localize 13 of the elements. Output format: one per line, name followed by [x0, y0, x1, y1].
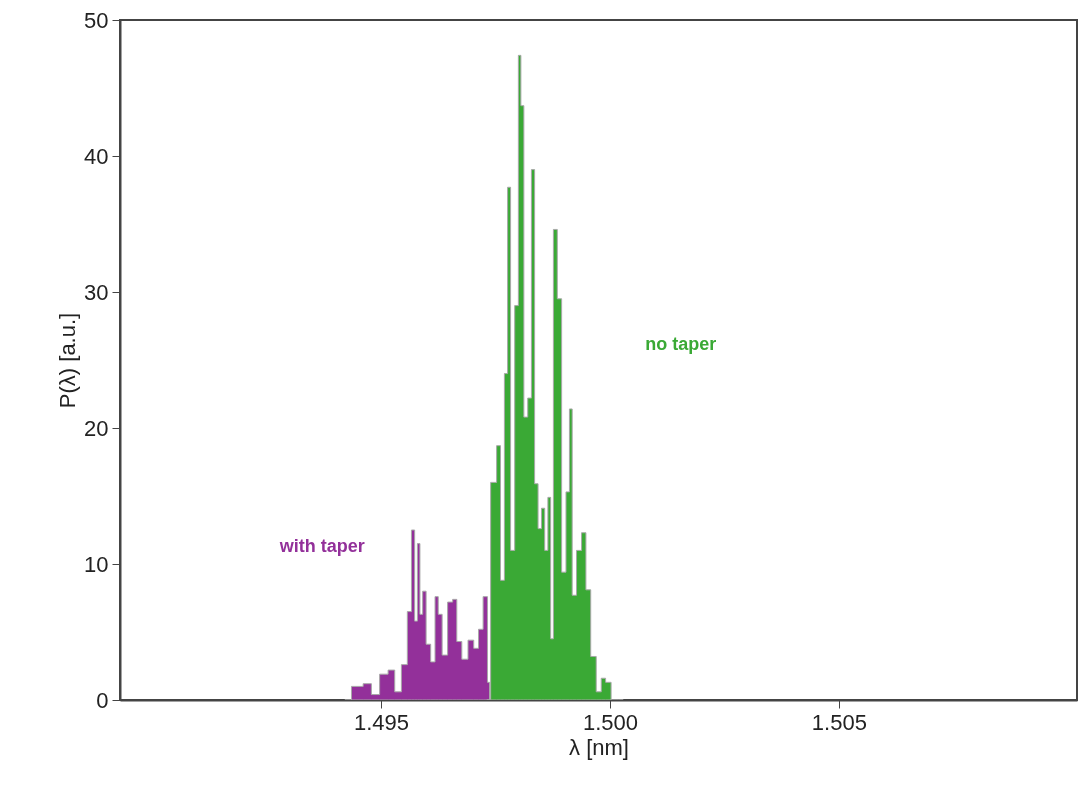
x-axis-title: λ [nm]: [569, 734, 629, 760]
text: no taper: [645, 334, 717, 355]
text: with taper: [278, 536, 365, 556]
y-axis-title: P(λ) [a.u.]: [55, 312, 81, 409]
y-tick-label: 40: [84, 143, 109, 169]
y-tick-label: 20: [84, 415, 109, 441]
y-tick-label: 0: [96, 687, 109, 713]
x-tick-label: 1.495: [353, 709, 410, 735]
y-tick-label: 10: [84, 551, 109, 577]
y-tick-label: 30: [84, 279, 109, 305]
y-tick-label: 50: [84, 7, 109, 33]
x-tick-label: 1.505: [811, 709, 867, 735]
x-tick-label: 1.500: [582, 709, 638, 735]
